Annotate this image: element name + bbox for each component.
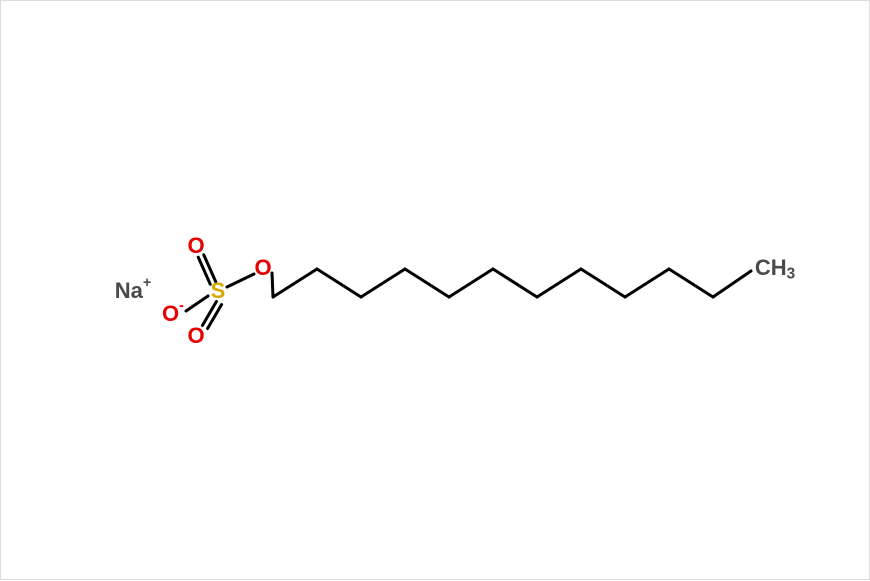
sodium-label: Na+ xyxy=(115,275,151,303)
sulfur-label: S xyxy=(211,278,226,303)
oxygen-bottom-label: O xyxy=(187,323,204,348)
ch3-label: CH3 xyxy=(755,255,795,283)
oxygen-negative-label: O- xyxy=(162,298,184,326)
oxygen-top-left-label: O xyxy=(187,233,204,258)
molecule-canvas: Na+SOOO-OCH3 xyxy=(0,0,870,580)
oxygen-ester-label: O xyxy=(254,255,271,280)
molecule-svg: Na+SOOO-OCH3 xyxy=(1,1,870,581)
